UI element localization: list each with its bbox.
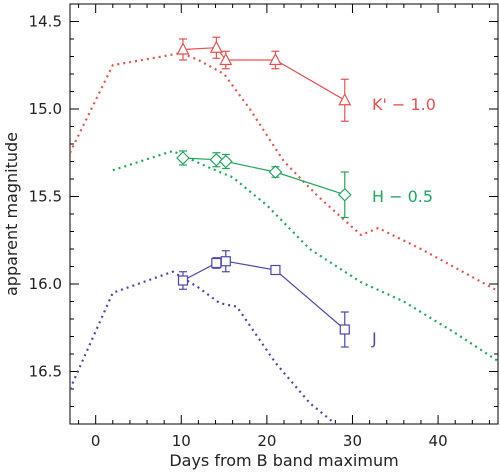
x-tick-label: 30 [343, 432, 362, 450]
series-line [182, 47, 346, 101]
data-point-marker [338, 92, 352, 106]
data-point-marker [209, 152, 224, 167]
data-point-marker [209, 40, 223, 53]
plot-frame [69, 3, 499, 425]
template-curves [70, 51, 498, 424]
x-axis-title: Days from B band maximum [169, 451, 398, 470]
y-tick-label: 14.5 [29, 13, 62, 31]
y-tick-label: 16.0 [29, 275, 62, 293]
series-line [182, 157, 345, 196]
series-label: H − 0.5 [372, 187, 433, 206]
x-tick-label: 10 [172, 432, 191, 450]
data-point-marker [268, 52, 282, 66]
data-point-marker [176, 151, 190, 165]
series-label: J [371, 329, 377, 348]
data-point-marker [268, 165, 283, 179]
data-point-marker [177, 275, 189, 286]
series-labels: K' − 1.0 H − 0.5 J [371, 95, 436, 348]
data-point-marker [220, 256, 231, 267]
data-point-marker [211, 257, 222, 269]
template-curve [112, 149, 498, 362]
data-point-marker [218, 154, 233, 169]
x-tick-label: 20 [257, 432, 276, 450]
data-point-marker [337, 187, 352, 202]
series-label: K' − 1.0 [372, 95, 436, 114]
template-curve [70, 270, 337, 424]
data-point-marker [176, 42, 190, 55]
x-tick-label: 0 [91, 432, 101, 450]
data-point-marker [219, 52, 233, 66]
y-tick-label: 15.0 [29, 100, 62, 118]
axis-ticks: 0 10 20 30 40 14.5 15.0 15.5 16.0 16.5 [29, 3, 498, 450]
y-tick-label: 16.5 [29, 363, 62, 381]
template-curve [70, 51, 498, 292]
data-point-marker [270, 264, 281, 276]
y-axis-title: apparent magnitude [2, 132, 21, 296]
x-tick-label: 40 [429, 432, 448, 450]
data-series [176, 36, 352, 348]
y-tick-label: 15.5 [29, 188, 62, 206]
data-point-marker [339, 324, 350, 335]
